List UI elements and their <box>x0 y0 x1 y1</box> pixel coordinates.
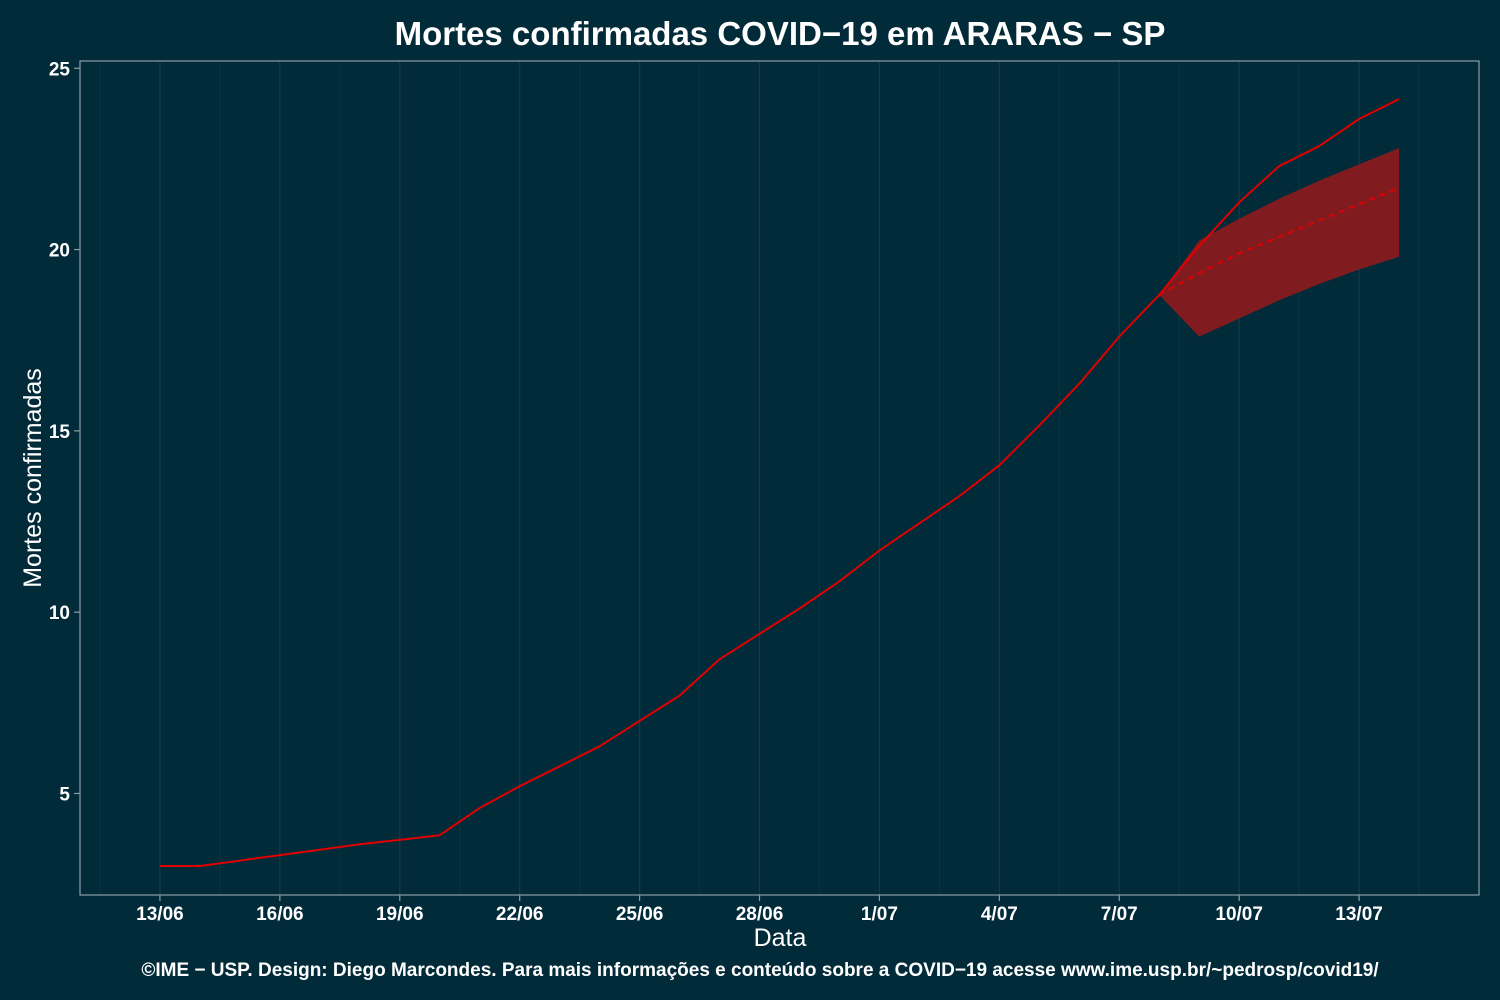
prediction-band <box>1159 148 1400 337</box>
plot-panel <box>80 61 1479 895</box>
y-axis-title: Mortes confirmadas <box>19 368 47 588</box>
y-tick-label: 15 <box>49 422 71 443</box>
plot-frame <box>79 60 1480 896</box>
y-tick-label: 25 <box>49 59 71 80</box>
x-tick-label: 7/07 <box>1101 904 1138 925</box>
y-tick-label: 5 <box>59 784 70 805</box>
chart-title: Mortes confirmadas COVID−19 em ARARAS − … <box>395 15 1166 52</box>
x-tick-label: 10/07 <box>1215 904 1263 925</box>
x-axis-title: Data <box>754 924 807 952</box>
series-line-forecast <box>1158 186 1400 296</box>
x-tick-label: 28/06 <box>736 904 784 925</box>
y-axis: 5 10 15 20 25 <box>49 59 80 805</box>
y-tick-label: 20 <box>49 241 70 262</box>
x-tick-label: 22/06 <box>496 904 544 925</box>
x-tick-label: 19/06 <box>376 904 424 925</box>
series-lines <box>159 98 1400 867</box>
caption: ©IME − USP. Design: Diego Marcondes. Par… <box>141 960 1379 981</box>
x-axis: 13/06 16/06 19/06 22/06 25/06 28/06 1/07 4/07 7/… <box>136 895 1383 925</box>
x-tick-label: 4/07 <box>981 904 1018 925</box>
series-line-observed <box>159 98 1400 867</box>
x-tick-label: 16/06 <box>256 904 304 925</box>
x-tick-label: 25/06 <box>616 904 664 925</box>
x-tick-label: 13/07 <box>1335 904 1383 925</box>
x-tick-label: 13/06 <box>136 904 184 925</box>
y-tick-label: 10 <box>49 603 70 624</box>
x-tick-label: 1/07 <box>861 904 898 925</box>
